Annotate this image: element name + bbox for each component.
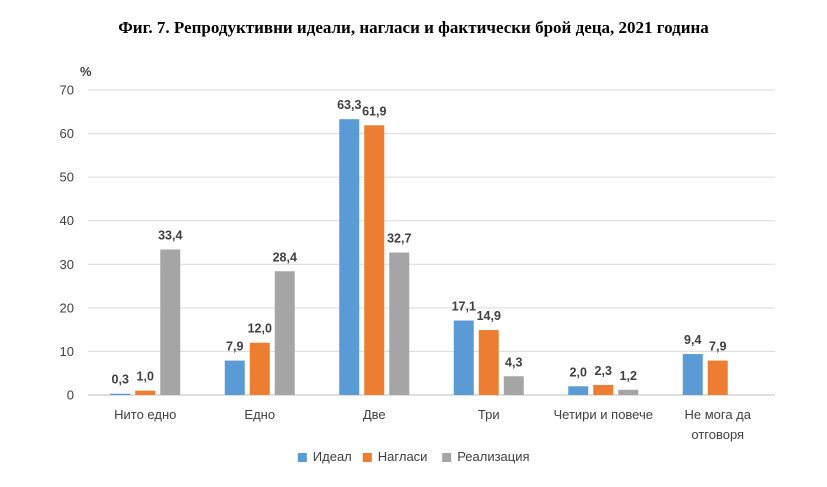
bar-Реализация-0 <box>160 249 181 395</box>
gridlines <box>88 89 775 396</box>
legend-swatch <box>297 453 307 462</box>
legend-label: Нагласи <box>378 449 428 464</box>
data-label: 2,0 <box>570 365 587 379</box>
data-label: 33,4 <box>158 228 182 242</box>
bar-Идеал-0 <box>110 393 131 395</box>
y-tick-label: 60 <box>60 126 74 141</box>
data-label: 63,3 <box>337 98 361 112</box>
data-label: 1,0 <box>137 370 154 384</box>
y-tick-label: 50 <box>60 170 74 185</box>
bar-Нагласи-0 <box>135 390 156 395</box>
bar-Реализация-1 <box>274 271 295 395</box>
y-tick-label: 30 <box>60 257 74 272</box>
data-label: 7,9 <box>709 340 726 354</box>
data-label: 61,9 <box>362 104 386 118</box>
chart-title: Фиг. 7. Репродуктивни идеали, нагласи и … <box>118 18 709 37</box>
x-tick-label: Едно <box>244 407 275 422</box>
bar-Реализация-2 <box>389 252 410 395</box>
bar-Идеал-4 <box>568 386 589 395</box>
x-tick-label: Три <box>478 407 500 422</box>
data-label: 12,0 <box>248 322 272 336</box>
data-label: 9,4 <box>684 333 701 347</box>
data-label: 17,1 <box>452 299 476 313</box>
legend-label: Реализация <box>457 449 529 464</box>
bar-Идеал-1 <box>224 360 245 395</box>
legend: Идеал Нагласи Реализация <box>297 449 530 464</box>
bar-Нагласи-1 <box>249 342 270 395</box>
legend-swatch <box>442 453 452 462</box>
x-tick-label: отговоря <box>691 427 744 442</box>
x-axis-ticks: Нито едно Едно Две Три Четири и повече Не мог… <box>114 407 752 442</box>
data-labels: 0,3 1,0 33,4 7,9 12,0 28,4 63,3 61,9 32,7 17,114,… <box>112 98 727 387</box>
x-tick-label: Четири и повече <box>554 407 654 422</box>
data-label: 0,3 <box>112 373 129 387</box>
bar-Нагласи-4 <box>593 384 614 395</box>
x-tick-label: Две <box>363 407 386 422</box>
bar-Нагласи-5 <box>707 360 728 395</box>
legend-label: Идеал <box>313 449 352 464</box>
y-tick-label: 40 <box>60 213 74 228</box>
data-label: 14,9 <box>477 309 501 323</box>
y-tick-label: 0 <box>67 388 74 403</box>
data-label: 2,3 <box>595 364 612 378</box>
bar-Нагласи-3 <box>478 330 499 395</box>
x-tick-label: Не мога да <box>684 407 751 422</box>
y-tick-label: 10 <box>60 344 74 359</box>
data-label: 32,7 <box>387 232 411 246</box>
x-tick-label: Нито едно <box>114 407 176 422</box>
data-label: 1,2 <box>620 369 637 383</box>
data-label: 7,9 <box>226 340 243 354</box>
legend-swatch <box>362 453 372 462</box>
bar-Идеал-5 <box>682 354 703 395</box>
data-label: 4,3 <box>505 355 522 369</box>
data-label: 28,4 <box>273 250 297 264</box>
y-axis-unit-label: % <box>80 64 92 79</box>
bar-Идеал-2 <box>339 119 360 395</box>
y-tick-label: 20 <box>60 300 74 315</box>
y-axis-ticks: 0 10 20 30 40 50 60 70 <box>60 83 74 403</box>
y-tick-label: 70 <box>60 83 74 98</box>
bar-Реализация-3 <box>503 376 524 395</box>
bar-Реализация-4 <box>618 389 639 395</box>
bar-Идеал-3 <box>453 320 474 395</box>
bar-Нагласи-2 <box>364 125 385 396</box>
bars <box>110 119 728 396</box>
